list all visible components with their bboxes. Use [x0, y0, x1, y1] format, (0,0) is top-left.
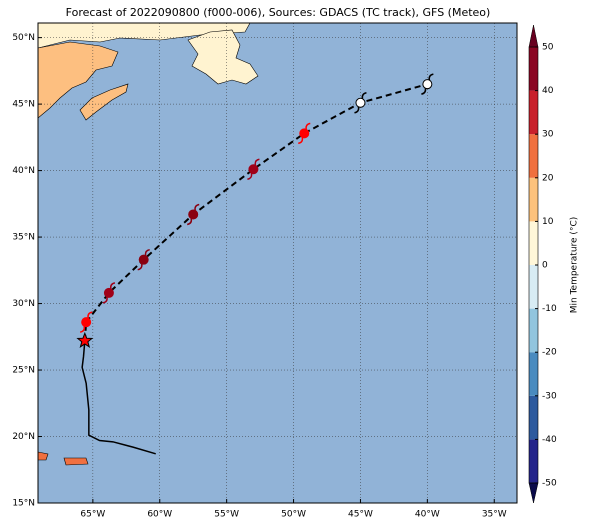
colorbar-band	[529, 395, 538, 440]
land-newfoundland	[187, 29, 259, 85]
y-tick-label: 30°N	[12, 299, 35, 309]
storm-arms	[102, 282, 116, 304]
colorbar-band	[529, 177, 538, 222]
land	[38, 23, 259, 466]
storm-symbol	[248, 164, 259, 175]
forecast-track	[85, 83, 428, 323]
storm-arms	[421, 73, 434, 95]
storm-symbol	[103, 287, 114, 298]
colorbar-tick-label: 30	[542, 130, 554, 140]
colorbar-tick-label: -30	[542, 391, 557, 401]
y-tick-label: 15°N	[12, 499, 35, 509]
colorbar-band	[529, 90, 538, 135]
colorbar-tick-label: -20	[542, 348, 557, 358]
storm-symbol	[81, 317, 92, 328]
x-tick-label: 65°W	[80, 510, 105, 520]
storm-arms	[79, 311, 93, 333]
colorbar-tick-label: 50	[542, 43, 554, 53]
colorbar-tick-label: 40	[542, 86, 554, 96]
land-puerto-rico	[63, 457, 89, 466]
colorbar-band	[529, 352, 538, 396]
colorbar-tick-label: 0	[542, 261, 548, 271]
map-frame	[37, 22, 518, 504]
colorbar-band	[529, 308, 538, 353]
colorbar-over	[528, 24, 539, 48]
grid	[38, 23, 517, 503]
track	[76, 73, 434, 455]
x-tick-label: 55°W	[214, 510, 239, 520]
colorbar-band	[529, 47, 538, 91]
y-tick-label: 35°N	[12, 233, 35, 243]
chart-title: Forecast of 2022090800 (f000-006), Sourc…	[66, 6, 491, 19]
x-tick-label: 40°W	[415, 510, 440, 520]
y-tick-label: 50°N	[12, 33, 35, 43]
x-tick-label: 60°W	[147, 510, 172, 520]
colorbar-tick-label: -10	[542, 304, 557, 314]
colorbar-tick-label: -50	[542, 479, 557, 489]
colorbar-band	[529, 439, 538, 483]
colorbar-label: Min Temperature (°C)	[570, 217, 580, 314]
y-tick-label: 25°N	[12, 366, 35, 376]
land-hispaniola	[38, 451, 49, 461]
y-tick-label: 40°N	[12, 166, 35, 176]
colorbar-tick-label: 10	[542, 217, 554, 227]
storm-arms	[298, 122, 311, 145]
y-tick-label: 45°N	[12, 100, 35, 110]
land-north	[38, 23, 251, 49]
ocean	[38, 23, 517, 503]
land-canada	[38, 41, 119, 119]
storm-symbol	[299, 128, 310, 139]
colorbar-tick-label: 20	[542, 173, 554, 183]
colorbar-tick-label: -40	[542, 435, 557, 445]
past-track	[81, 340, 156, 455]
storm-arms	[247, 158, 260, 180]
storm-arms	[137, 248, 150, 271]
x-tick-label: 35°W	[482, 510, 507, 520]
colorbar-band	[529, 134, 538, 178]
storm-symbol	[188, 209, 199, 220]
colorbar-band	[529, 265, 538, 309]
storm-arms	[354, 92, 367, 114]
y-tick-label: 20°N	[12, 432, 35, 442]
x-tick-label: 45°W	[348, 510, 373, 520]
storm-arms	[187, 203, 200, 226]
storm-symbol	[355, 97, 366, 108]
land-nova-scotia	[79, 83, 129, 121]
x-tick-label: 50°W	[281, 510, 306, 520]
current-position	[76, 331, 94, 348]
storm-symbol	[138, 254, 149, 265]
colorbar-band	[529, 221, 538, 265]
colorbar-under	[528, 482, 539, 504]
storm-symbol	[422, 79, 433, 90]
